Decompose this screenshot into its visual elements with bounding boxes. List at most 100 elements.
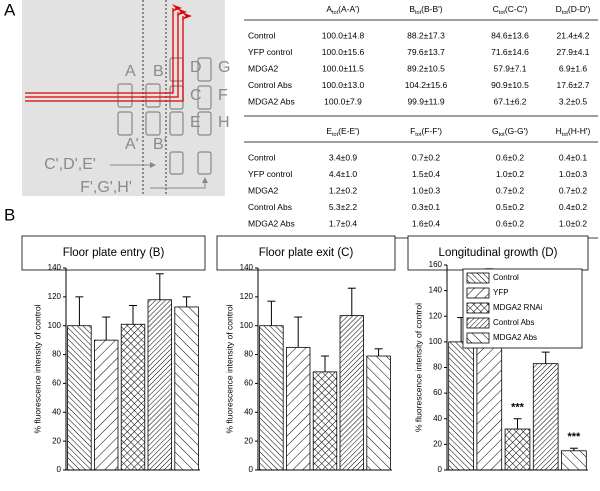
panel-label: B (4, 205, 15, 224)
header-letter: H (556, 126, 562, 136)
charts: Floor plate entry (B) % fluorescence inte… (21, 235, 589, 474)
y-tick-label: 20 (244, 436, 253, 445)
cell: 0.3±0.1 (412, 202, 441, 212)
cell: 67.1±6.2 (493, 96, 526, 106)
y-tick-label: 140 (429, 286, 443, 295)
y-tick-label: 100 (429, 337, 443, 346)
header-letter: E (326, 126, 332, 136)
chart: Longitudinal growth (D) % fluorescence in… (407, 235, 589, 474)
chart-title: Longitudinal growth (D) (439, 247, 558, 259)
y-tick-label: 40 (52, 407, 61, 416)
header-letter: F (410, 126, 415, 136)
column-header: Ftot(F-F') (410, 126, 442, 138)
title-box (216, 235, 396, 271)
cell: 90.9±10.5 (491, 80, 529, 90)
legend-swatch (466, 272, 490, 284)
header-letter: C (493, 4, 499, 14)
bar (561, 450, 587, 471)
y-tick-label: 0 (249, 465, 254, 474)
header-range: (A-A') (338, 4, 360, 14)
bar (286, 346, 311, 471)
y-tick-label: 80 (52, 350, 61, 359)
y-tick-label: 80 (433, 363, 442, 372)
tables: Atot(A-A') Btot(B-B') Ctot(C-C') Dtot(D-D')… (244, 4, 598, 239)
bar (532, 363, 559, 471)
diagram-label: F (218, 87, 228, 104)
cell: 0.6±0.2 (496, 152, 525, 162)
cell: 0.5±0.2 (496, 202, 525, 212)
legend-swatch (466, 317, 490, 329)
column-header: Etot(E-E') (326, 126, 359, 138)
bar (174, 306, 199, 471)
y-axis-label: % fluorescence intensity of control (413, 303, 423, 432)
diagram-label: G (218, 59, 230, 76)
bar (147, 299, 172, 471)
diagram-label: F',G',H' (80, 179, 132, 196)
title-box (407, 235, 589, 271)
diagram-label: D (190, 59, 202, 76)
bar (339, 315, 364, 471)
header-sub: tot (415, 10, 422, 16)
cell: 1.0±0.2 (559, 218, 588, 228)
cell: 17.6±2.7 (556, 80, 589, 90)
bar (366, 355, 391, 471)
diagram-label: A' (125, 136, 139, 153)
diagram-label: H (218, 114, 230, 131)
column-header: Btot(B-B') (409, 4, 442, 16)
diagram-label: C (190, 87, 202, 104)
y-tick-label: 140 (240, 263, 254, 272)
cell: 0.4±0.1 (559, 152, 588, 162)
header-letter: A (326, 4, 332, 14)
y-tick-label: 60 (433, 388, 442, 397)
diagram-label: E (190, 114, 201, 131)
cell: 27.9±4.1 (556, 47, 589, 57)
bar (94, 339, 119, 471)
y-tick-label: 80 (244, 350, 253, 359)
header-letter: B (409, 4, 415, 14)
legend-label: Control (493, 273, 519, 282)
row-name: YFP control (248, 47, 292, 57)
y-axis-label: % fluorescence intensity of control (32, 304, 42, 433)
diagram-label: C',D',E' (44, 156, 96, 173)
row-name: YFP control (248, 169, 292, 179)
cell: 0.7±0.2 (559, 185, 588, 195)
y-tick-label: 120 (48, 292, 62, 301)
cell: 88.2±17.3 (407, 30, 445, 40)
cell: 100.0±7.9 (324, 96, 362, 106)
cell: 1.0±0.3 (412, 185, 441, 195)
y-tick-label: 100 (48, 321, 62, 330)
cell: 100.0±14.8 (322, 30, 365, 40)
cell: 71.6±14.6 (491, 47, 529, 57)
bar (448, 341, 474, 471)
header-range: (B-B') (421, 4, 443, 14)
cell: 21.4±4.2 (556, 30, 589, 40)
arrow (150, 177, 208, 189)
diagram-background (22, 0, 225, 196)
cell: 3.2±0.5 (559, 96, 588, 106)
header-sub: tot (562, 132, 569, 138)
row-name: MDGA2 (248, 63, 279, 73)
column-header: Gtot(G-G') (492, 126, 528, 138)
cell: 89.2±10.5 (407, 63, 445, 73)
chart-title: Floor plate exit (C) (259, 247, 354, 259)
row-name: Control Abs (248, 202, 292, 212)
bar (120, 323, 146, 471)
header-sub: tot (332, 132, 339, 138)
cell: 1.0±0.3 (559, 169, 588, 179)
bar (67, 325, 92, 471)
row-name: MDGA2 Abs (248, 96, 295, 106)
cell: 0.6±0.2 (496, 218, 525, 228)
cell: 4.4±1.0 (329, 169, 358, 179)
chart-title: Floor plate entry (B) (63, 247, 165, 259)
row-name: MDGA2 Abs (248, 218, 295, 228)
cell: 5.3±2.2 (329, 202, 358, 212)
y-axis-label: % fluorescence intensity of control (224, 304, 234, 433)
chart: Floor plate entry (B) % fluorescence inte… (21, 235, 206, 474)
column-header: Ctot(C-C') (493, 4, 528, 16)
header-sub: tot (415, 132, 422, 138)
row-name: MDGA2 (248, 185, 279, 195)
header-range: (G-G') (505, 126, 529, 136)
legend-label: Control Abs (493, 318, 534, 327)
diagram-label: A (125, 63, 136, 80)
